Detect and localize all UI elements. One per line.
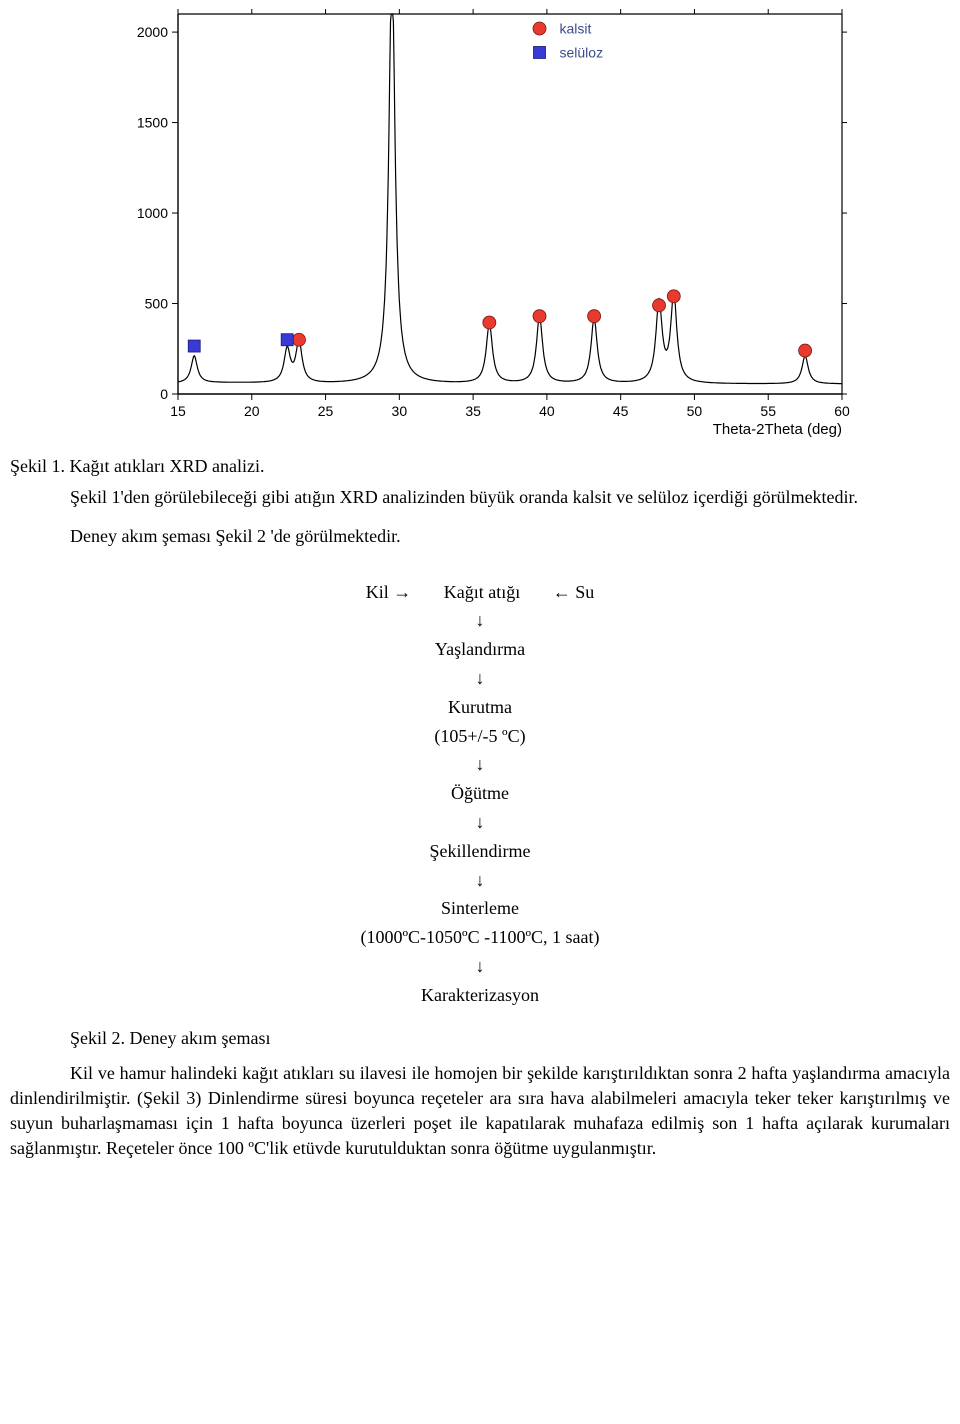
svg-text:1000: 1000 <box>137 205 168 221</box>
flow-step-5: ↓ <box>10 750 950 779</box>
flow-step-6: Öğütme <box>10 779 950 808</box>
flow-diagram: Kil → Kağıt atığı ← Su ↓ Yaşlandırma ↓ K… <box>10 578 950 1010</box>
flow-step-8: Şekillendirme <box>10 837 950 866</box>
svg-text:50: 50 <box>687 403 703 419</box>
svg-text:35: 35 <box>465 403 481 419</box>
flow-step-10: Sinterleme <box>10 894 950 923</box>
flow-step-9: ↓ <box>10 866 950 895</box>
figure2-caption: Şekil 2. Deney akım şeması <box>10 1026 950 1051</box>
xrd-svg: 0 500 1000 1500 2000 15 20 25 30 35 40 45 50 55 60 Thet… <box>100 0 860 440</box>
flow-step-1: Yaşlandırma <box>10 635 950 664</box>
flow-clay: Kil → <box>352 578 426 607</box>
svg-text:30: 30 <box>392 403 408 419</box>
paragraph-3: Kil ve hamur halindeki kağıt atıkları su… <box>10 1061 950 1162</box>
svg-text:500: 500 <box>145 296 169 312</box>
flow-step-11: (1000ºC-1050ºC -1100ºC, 1 saat) <box>10 923 950 952</box>
flow-step-7: ↓ <box>10 808 950 837</box>
svg-text:55: 55 <box>760 403 776 419</box>
svg-text:60: 60 <box>834 403 850 419</box>
svg-text:1500: 1500 <box>137 115 168 131</box>
flow-step-0: ↓ <box>10 606 950 635</box>
svg-text:Theta-2Theta (deg): Theta-2Theta (deg) <box>713 421 842 438</box>
svg-text:kalsit: kalsit <box>560 20 592 36</box>
flow-step-4: (105+/-5 ºC) <box>10 722 950 751</box>
paragraph-2: Deney akım şeması Şekil 2 'de görülmekte… <box>10 524 950 549</box>
svg-text:2000: 2000 <box>137 24 168 40</box>
flow-step-12: ↓ <box>10 952 950 981</box>
flow-step-3: Kurutma <box>10 693 950 722</box>
svg-text:25: 25 <box>318 403 334 419</box>
figure1-caption: Şekil 1. Kağıt atıkları XRD analizi. <box>10 454 950 479</box>
flow-row-1: Kil → Kağıt atığı ← Su <box>10 578 950 607</box>
xrd-chart: 0 500 1000 1500 2000 15 20 25 30 35 40 45 50 55 60 Thet… <box>100 0 860 440</box>
flow-step-2: ↓ <box>10 664 950 693</box>
svg-text:15: 15 <box>170 403 186 419</box>
flow-step-13: Karakterizasyon <box>10 981 950 1010</box>
flow-paper: Kağıt atığı <box>430 578 534 607</box>
paragraph-1: Şekil 1'den görülebileceği gibi atığın X… <box>10 485 950 510</box>
svg-text:20: 20 <box>244 403 260 419</box>
svg-text:45: 45 <box>613 403 629 419</box>
svg-text:40: 40 <box>539 403 555 419</box>
svg-text:0: 0 <box>160 386 168 402</box>
svg-text:selüloz: selüloz <box>560 44 604 60</box>
flow-water: ← Su <box>539 578 609 607</box>
